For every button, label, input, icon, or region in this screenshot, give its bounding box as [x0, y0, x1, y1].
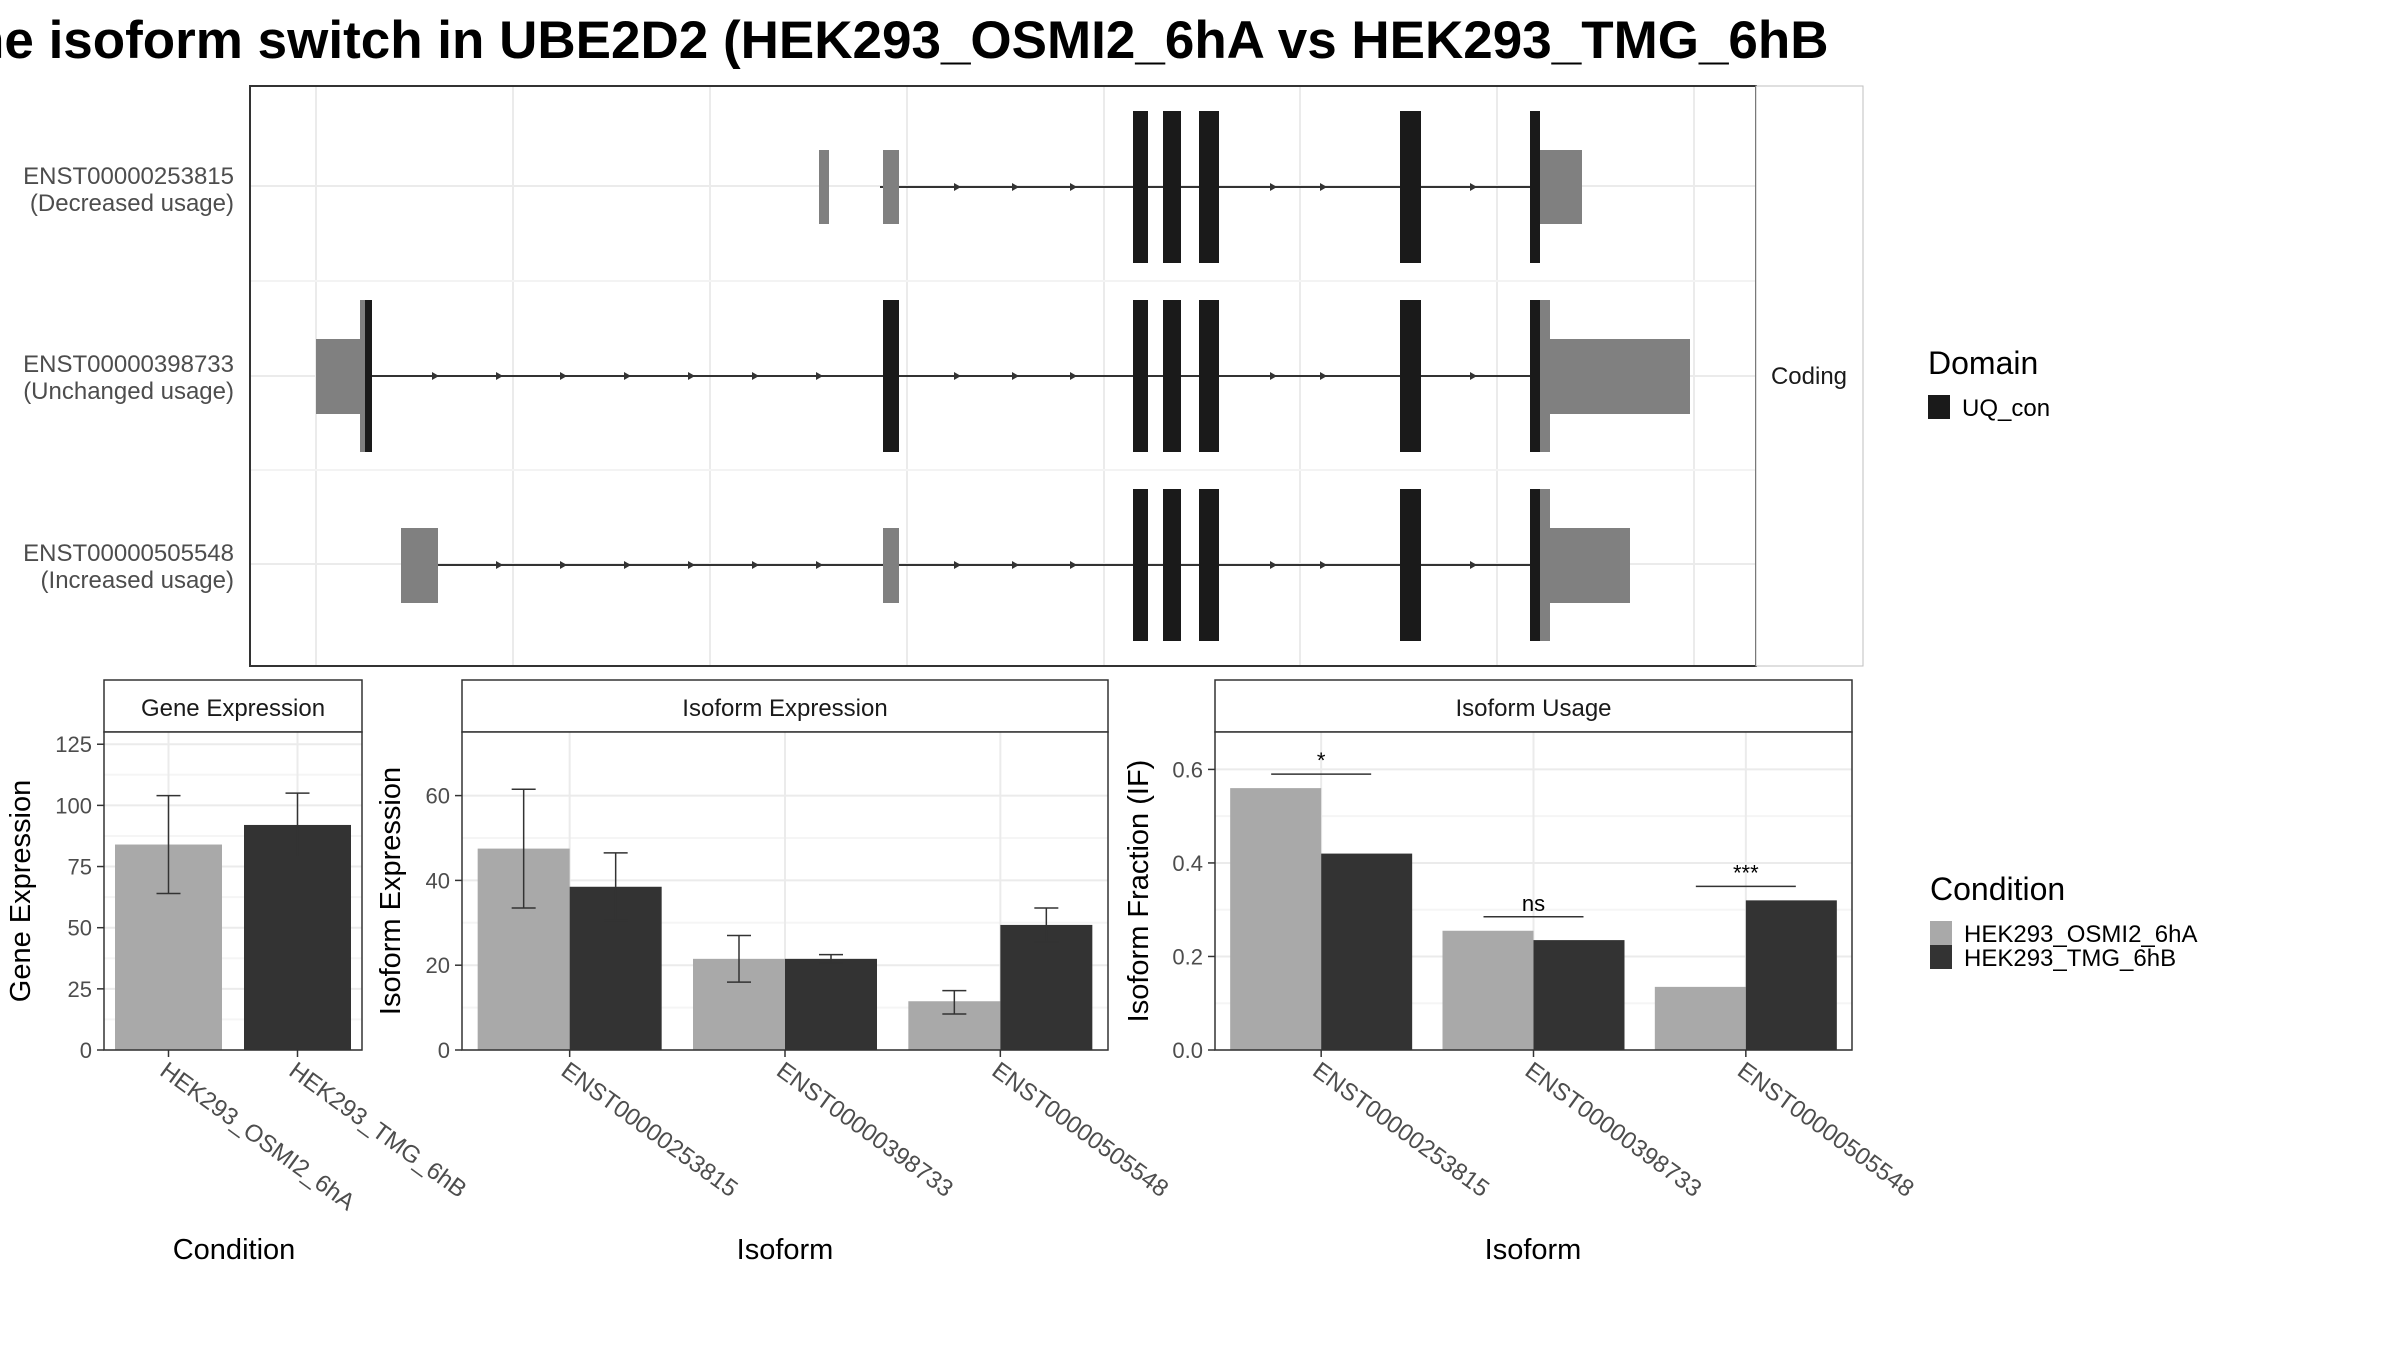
intron-arrows: [432, 372, 1477, 380]
isoform-label-1-id: ENST00000253815: [23, 163, 234, 190]
bar: [1654, 986, 1746, 1050]
isoform-track-2: [316, 300, 1690, 452]
panel-border: [103, 731, 363, 1051]
chart-panel-3: Isoform Usage * ns *** 0.0 0.2 0.4 0.6 ENST00000…: [1123, 679, 1919, 1266]
x-axis-title: Condition: [173, 1234, 296, 1266]
y-tick-label: 20: [426, 953, 450, 978]
panel-title: Isoform Expression: [682, 695, 887, 722]
y-tick-label: 75: [68, 855, 92, 880]
x-tick-label: ENST00000253815: [1308, 1057, 1494, 1203]
y-tick-label: 50: [68, 916, 92, 941]
y-tick-label: 0: [80, 1038, 92, 1063]
isoform-label-2-id: ENST00000398733: [23, 351, 234, 378]
panel-strip: [103, 679, 363, 733]
y-tick-label: 40: [426, 868, 450, 893]
facet-strip-label: Coding: [1771, 363, 1847, 390]
isoform-labels: ENST00000253815 (Decreased usage) ENST00…: [23, 163, 234, 594]
x-axis-title: Isoform: [737, 1234, 834, 1266]
bar: [785, 958, 877, 1050]
panel-strip: [1214, 679, 1853, 733]
error-bar: [727, 934, 751, 983]
x-axis-title: Isoform: [1485, 1234, 1582, 1266]
error-bar: [1034, 907, 1059, 943]
condition-legend-title: Condition: [1930, 871, 2065, 907]
significance-label: ***: [1733, 860, 1759, 885]
condition-legend-label-2: HEK293_TMG_6hB: [1964, 945, 2176, 972]
condition-swatch-2: [1930, 945, 1952, 969]
isoform-label-1-usage: (Decreased usage): [30, 190, 234, 217]
bar-charts: Gene Expression0255075100125HEK293_OSMI2…: [5, 679, 1919, 1266]
x-tick-label: ENST00000253815: [556, 1057, 742, 1203]
chart-panel-2: Isoform Expression 0 20 40 60 ENST00000253815…: [375, 679, 1173, 1266]
intron-arrows: [954, 183, 1477, 191]
x-tick-label: ENST00000505548: [1732, 1057, 1918, 1203]
y-axis-title: Gene Expression: [5, 780, 37, 1002]
panel-title: Isoform Usage: [1455, 695, 1611, 722]
isoform-label-3-usage: (Increased usage): [41, 567, 234, 594]
condition-legend: Condition HEK293_OSMI2_6hA HEK293_TMG_6h…: [1930, 871, 2197, 972]
y-axis-title: Isoform Fraction (IF): [1123, 760, 1155, 1023]
domain-legend-swatch: [1928, 395, 1950, 419]
bar: [1533, 940, 1625, 1050]
isoform-label-3-id: ENST00000505548: [23, 540, 234, 567]
significance-label: ns: [1522, 891, 1545, 916]
isoform-track-3: [401, 489, 1630, 641]
bar: [1442, 930, 1534, 1050]
figure-title: he isoform switch in UBE2D2 (HEK293_OSMI…: [0, 11, 1829, 70]
facet-strip: [1755, 85, 1864, 667]
error-bar: [942, 989, 967, 1015]
x-tick-label: ENST00000398733: [1520, 1057, 1706, 1203]
condition-swatch-1: [1930, 921, 1952, 945]
y-tick-label: 0.4: [1172, 851, 1203, 876]
y-tick-label: 0: [438, 1038, 450, 1063]
y-axis-title: Isoform Expression: [375, 767, 407, 1015]
bar: [244, 824, 351, 1050]
panel-title: Gene Expression: [141, 695, 325, 722]
bar: [1745, 900, 1837, 1050]
y-tick-label: 0.2: [1172, 944, 1203, 969]
structure-panel: [249, 85, 1757, 667]
domain-legend-title: Domain: [1928, 345, 2038, 381]
y-tick-label: 125: [55, 732, 92, 757]
error-bar: [156, 794, 181, 895]
domain-legend: Domain UQ_con: [1928, 345, 2050, 422]
error-bar: [285, 792, 310, 858]
isoform-label-2-usage: (Unchanged usage): [23, 378, 234, 405]
error-bar: [511, 788, 536, 909]
isoform-track-1: [819, 111, 1582, 263]
x-tick-label: ENST00000505548: [987, 1057, 1173, 1203]
x-tick-label: ENST00000398733: [771, 1057, 957, 1203]
error-bar: [603, 852, 628, 922]
domain-legend-label: UQ_con: [1962, 395, 2050, 422]
intron-arrows: [496, 561, 1477, 569]
y-tick-label: 0.0: [1172, 1038, 1203, 1063]
y-tick-label: 100: [55, 793, 92, 818]
error-bar: [819, 953, 843, 964]
significance-label: *: [1317, 748, 1326, 773]
bar: [1321, 853, 1413, 1050]
y-tick-label: 25: [68, 977, 92, 1002]
y-tick-label: 0.6: [1172, 757, 1203, 782]
bar: [1000, 924, 1093, 1050]
panel-strip: [461, 679, 1109, 733]
condition-legend-label-1: HEK293_OSMI2_6hA: [1964, 921, 2197, 948]
bar: [1230, 788, 1322, 1050]
y-tick-label: 60: [426, 784, 450, 809]
